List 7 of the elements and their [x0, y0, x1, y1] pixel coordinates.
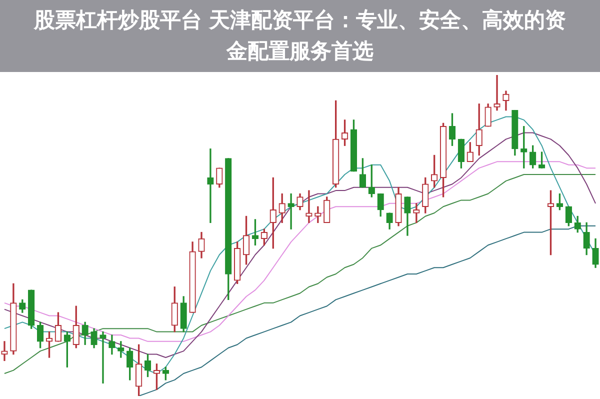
candlestick: [306, 190, 312, 223]
candlestick: [100, 331, 106, 384]
chart-title: 股票杠杆炒股平台 天津配资平台：专业、安全、高效的资金配置服务首选: [0, 0, 600, 72]
candlestick: [494, 75, 500, 111]
candlestick: [288, 193, 294, 230]
candlestick: [1, 341, 8, 362]
candlestick: [207, 148, 214, 223]
